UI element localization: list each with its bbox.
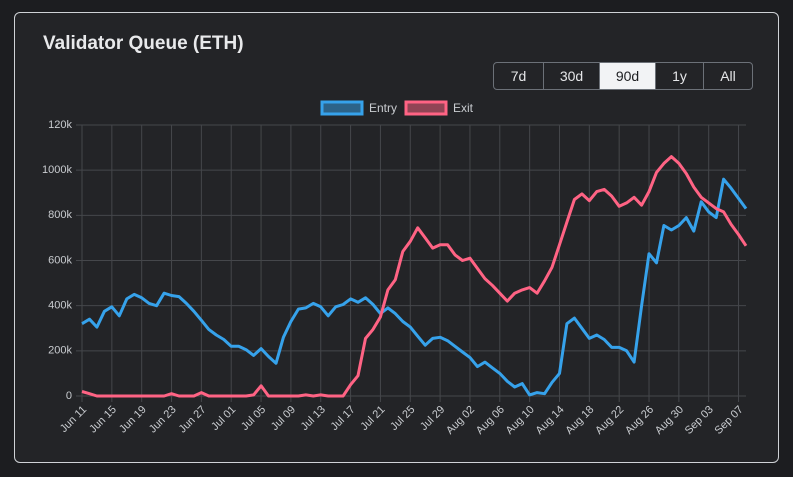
x-tick-label: Jul 09: [269, 404, 298, 433]
x-tick-label: Aug 02: [444, 404, 477, 437]
legend-label: Exit: [453, 101, 474, 115]
legend-swatch: [320, 100, 364, 116]
range-button[interactable]: 7d: [494, 63, 544, 89]
x-tick-label: Jun 11: [58, 404, 89, 435]
x-tick-label: Aug 10: [504, 404, 537, 437]
y-tick-label: 0: [66, 390, 72, 402]
legend-swatch: [404, 100, 448, 116]
x-tick-label: Aug 06: [474, 404, 507, 437]
y-tick-label: 600k: [48, 254, 72, 266]
x-tick-label: Jul 05: [239, 404, 268, 433]
x-tick-label: Jul 17: [329, 404, 358, 433]
legend-label: Entry: [369, 101, 397, 115]
x-tick-label: Jun 19: [117, 404, 149, 436]
y-tick-label: 120k: [48, 119, 72, 131]
x-tick-label: Aug 18: [563, 404, 596, 437]
x-tick-label: Jun 27: [177, 404, 209, 436]
x-tick-label: Jul 25: [388, 404, 417, 433]
y-tick-label: 400k: [48, 300, 72, 312]
x-tick-label: Jun 23: [147, 404, 179, 436]
x-tick-label: Aug 22: [593, 404, 626, 437]
range-button[interactable]: 1y: [656, 63, 704, 89]
range-button[interactable]: 90d: [600, 63, 656, 89]
title: Validator Queue (ETH): [43, 33, 244, 54]
x-tick-label: Aug 26: [623, 404, 656, 437]
range-button[interactable]: 30d: [544, 63, 600, 89]
x-tick-label: Jul 01: [209, 404, 238, 433]
x-tick-label: Jun 15: [87, 404, 119, 436]
y-tick-label: 1000k: [42, 164, 72, 176]
y-tick-label: 800k: [48, 209, 72, 221]
x-tick-label: Aug 14: [534, 404, 567, 437]
x-tick-label: Aug 30: [653, 404, 686, 437]
x-tick-label: Jul 13: [299, 404, 328, 433]
y-tick-label: 200k: [48, 345, 72, 357]
x-tick-label: Sep 03: [683, 404, 716, 437]
data-line: [81, 177, 748, 397]
x-tick-label: Jul 21: [358, 404, 387, 433]
range-buttons: 7d 30d 90d 1y All: [493, 62, 753, 90]
range-button[interactable]: All: [720, 68, 736, 84]
data-line: [81, 155, 748, 398]
x-tick-label: Sep 07: [713, 404, 746, 437]
